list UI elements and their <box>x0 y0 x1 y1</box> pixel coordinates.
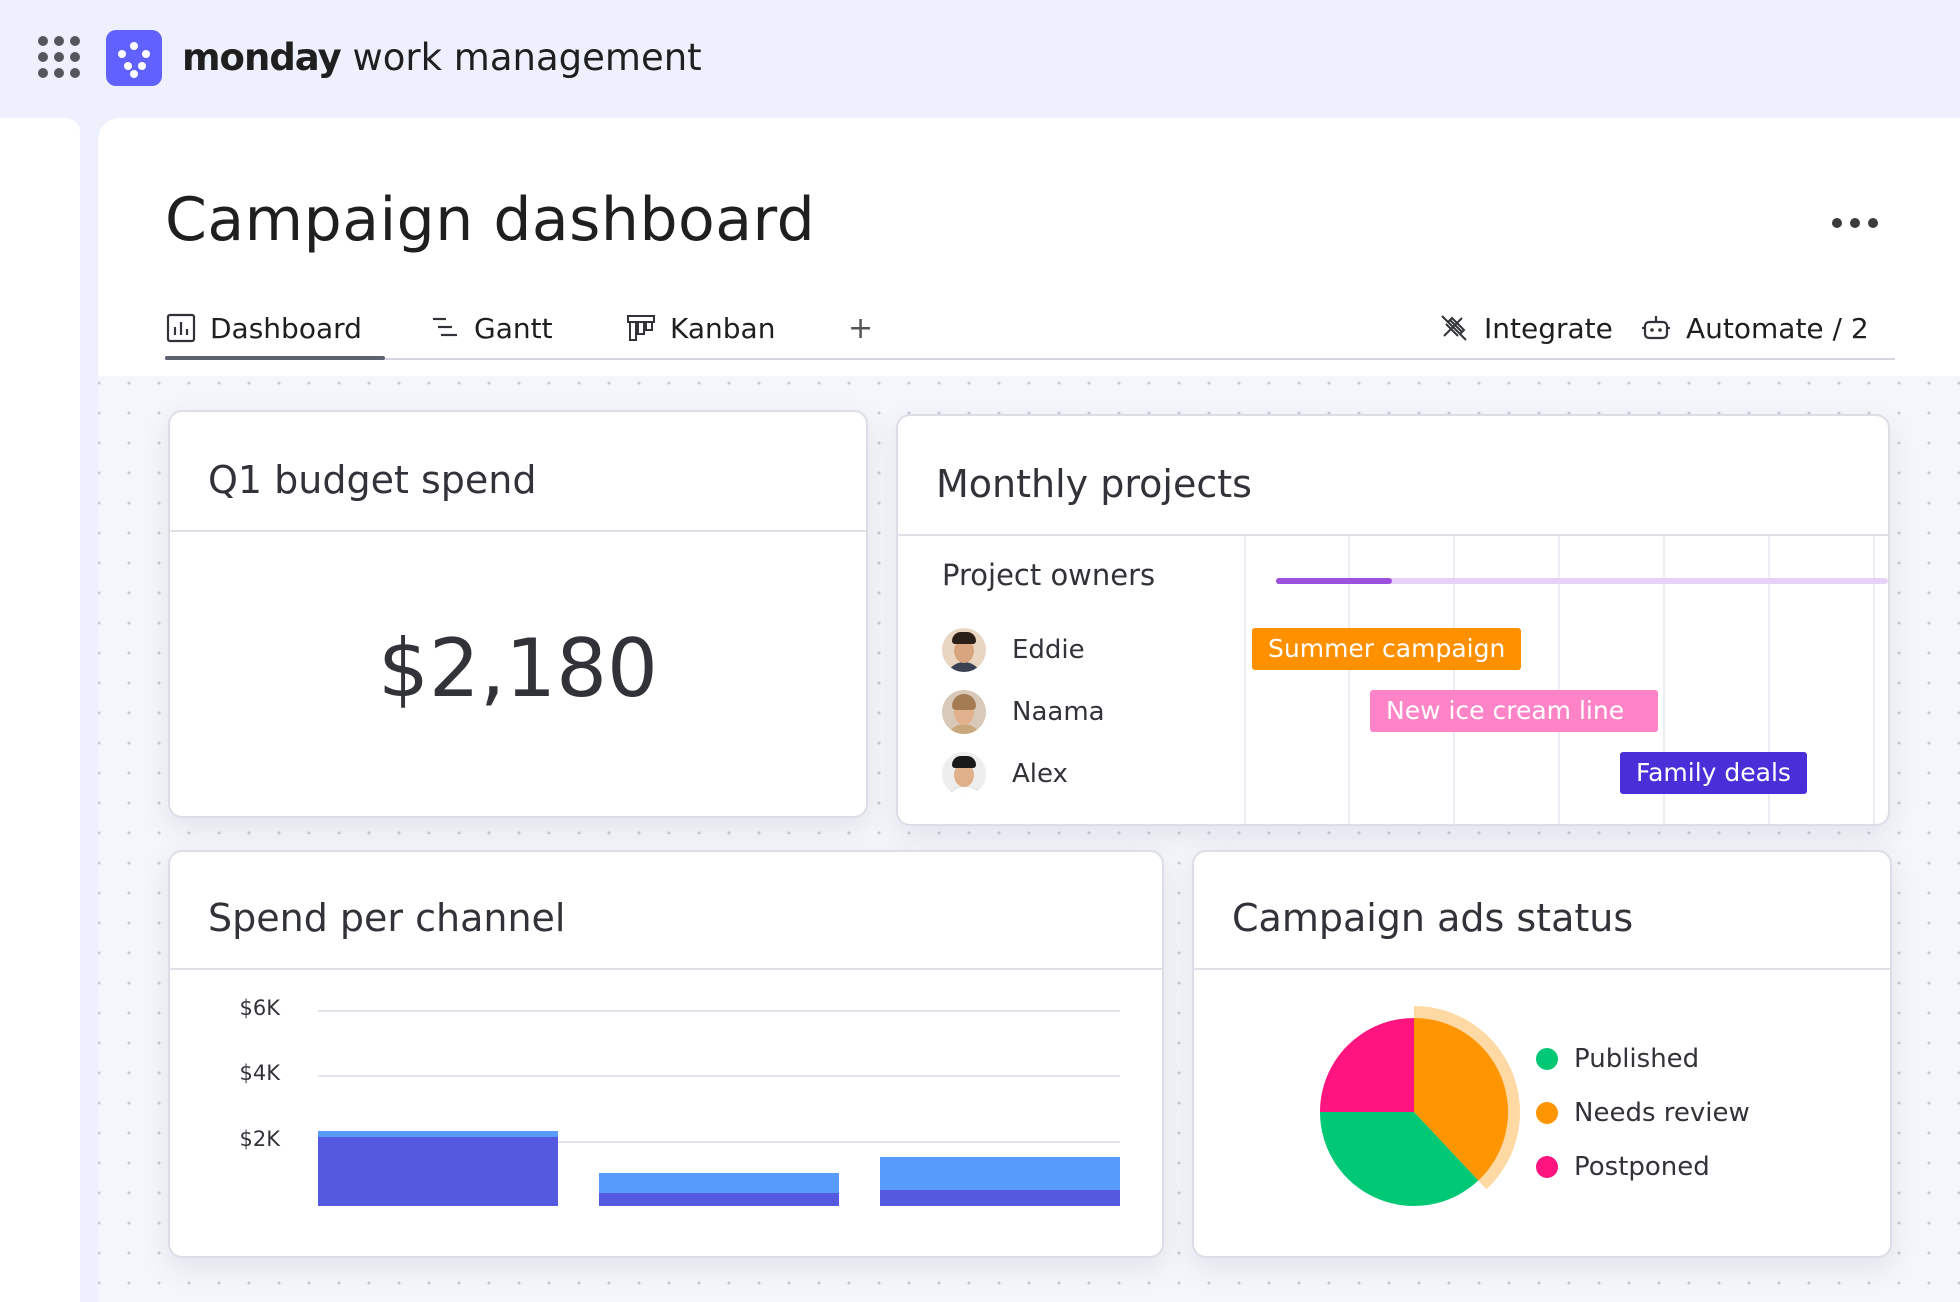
projects-card[interactable]: Monthly projects Project owners Eddie Na… <box>896 414 1890 826</box>
legend-dot <box>1536 1048 1558 1070</box>
integrate-button[interactable]: Integrate <box>1438 306 1613 350</box>
gantt-bar-family-deals[interactable]: Family deals <box>1620 752 1807 794</box>
y-tick-label: $6K <box>239 996 281 1020</box>
dashboard-chart-icon <box>166 313 196 343</box>
kanban-icon <box>627 315 655 341</box>
gantt-gridline <box>1244 536 1246 824</box>
tab-dashboard-label: Dashboard <box>210 311 362 345</box>
gantt-gridline <box>1873 536 1875 824</box>
y-tick-label: $4K <box>239 1061 281 1086</box>
legend-dot <box>1536 1102 1558 1124</box>
tab-kanban[interactable]: Kanban <box>626 306 775 350</box>
active-tab-indicator <box>165 356 385 360</box>
channel-card-title: Spend per channel <box>208 896 566 940</box>
progress-fill <box>1276 578 1393 584</box>
chart-gridline <box>318 1010 1120 1012</box>
brand-rest: work management <box>340 36 702 79</box>
robot-icon <box>1642 316 1670 340</box>
projects-card-header: Monthly projects <box>898 416 1888 536</box>
tab-dashboard[interactable]: Dashboard <box>166 306 362 350</box>
owner-name: Eddie <box>1012 635 1085 665</box>
automate-label: Automate / 2 <box>1686 311 1869 345</box>
gantt-gridline <box>1453 536 1455 824</box>
chart-gridline <box>318 1140 1120 1143</box>
legend-dot <box>1536 1156 1558 1178</box>
status-card-title: Campaign ads status <box>1232 896 1634 940</box>
budget-value: $2,180 <box>378 622 658 715</box>
budget-card-title: Q1 budget spend <box>208 458 537 502</box>
owner-row-alex[interactable]: Alex <box>942 750 1068 798</box>
legend-label: Published <box>1574 1044 1700 1074</box>
avatar <box>942 752 986 796</box>
status-card-header: Campaign ads status <box>1194 852 1890 970</box>
bar-segment[interactable] <box>318 1137 558 1206</box>
gantt-area: Project owners Eddie Naama Alex Summer c… <box>898 536 1888 824</box>
gantt-bar-summer-campaign[interactable]: Summer campaign <box>1252 628 1522 670</box>
bar-segment[interactable] <box>599 1192 839 1206</box>
legend-item-needs-review: Needs review <box>1536 1098 1750 1128</box>
sidebar <box>0 118 80 1302</box>
avatar <box>942 628 986 672</box>
spend-bar-chart: $6K $4K $2K <box>170 970 1162 1256</box>
pie-slice-published[interactable] <box>1320 1112 1479 1206</box>
tab-gantt[interactable]: Gantt <box>430 306 553 350</box>
channel-card[interactable]: Spend per channel $6K $4K $2K <box>168 850 1164 1258</box>
gantt-bar-new-ice-cream-line[interactable]: New ice cream line <box>1370 690 1658 732</box>
gantt-gridline <box>1558 536 1560 824</box>
legend-item-postponed: Postponed <box>1536 1152 1710 1182</box>
pie-slice-needs-review[interactable] <box>1414 1018 1508 1181</box>
brand-name: monday work management <box>182 34 702 82</box>
channel-card-header: Spend per channel <box>170 852 1162 970</box>
owner-name: Naama <box>1012 697 1105 727</box>
more-horizontal-icon[interactable] <box>1832 218 1888 230</box>
top-bar: monday work management <box>0 0 1960 118</box>
page-title: Campaign dashboard <box>165 185 816 255</box>
progress-track <box>1276 578 1888 584</box>
grid-dots-icon[interactable] <box>38 36 80 78</box>
gantt-gridline <box>1663 536 1665 824</box>
automate-button[interactable]: Automate / 2 <box>1640 306 1869 350</box>
owner-row-naama[interactable]: Naama <box>942 688 1105 736</box>
project-owners-label: Project owners <box>942 558 1156 592</box>
bar-segment[interactable] <box>599 1173 839 1193</box>
owner-name: Alex <box>1012 759 1068 789</box>
bar-segment[interactable] <box>880 1157 1120 1190</box>
legend-label: Needs review <box>1574 1098 1750 1128</box>
plug-icon <box>1441 315 1467 341</box>
legend-item-published: Published <box>1536 1044 1699 1074</box>
budget-card-header: Q1 budget spend <box>170 412 866 532</box>
chart-gridline <box>318 1075 1120 1078</box>
projects-card-title: Monthly projects <box>936 462 1252 506</box>
pie-slice-postponed[interactable] <box>1320 1018 1414 1112</box>
brand-bold: monday <box>182 36 342 79</box>
gantt-icon <box>433 317 457 337</box>
gantt-gridline <box>1768 536 1770 824</box>
tab-gantt-label: Gantt <box>474 311 553 345</box>
avatar <box>942 690 986 734</box>
add-view-button[interactable]: + <box>848 306 873 350</box>
bar-segment[interactable] <box>318 1130 558 1138</box>
status-card[interactable]: Campaign ads status Published Needs revie… <box>1192 850 1892 1258</box>
integrate-label: Integrate <box>1484 311 1613 345</box>
owner-row-eddie[interactable]: Eddie <box>942 626 1085 674</box>
legend-label: Postponed <box>1574 1152 1710 1182</box>
gantt-gridline <box>1348 536 1350 824</box>
budget-card[interactable]: Q1 budget spend $2,180 <box>168 410 868 818</box>
plus-icon: + <box>848 310 874 346</box>
y-tick-label: $2K <box>239 1126 281 1151</box>
tab-kanban-label: Kanban <box>670 311 776 345</box>
tabs-divider <box>165 358 1895 360</box>
monday-logo-icon[interactable] <box>106 30 162 86</box>
bar-segment[interactable] <box>880 1189 1120 1206</box>
status-pie-chart <box>1320 1006 1520 1206</box>
